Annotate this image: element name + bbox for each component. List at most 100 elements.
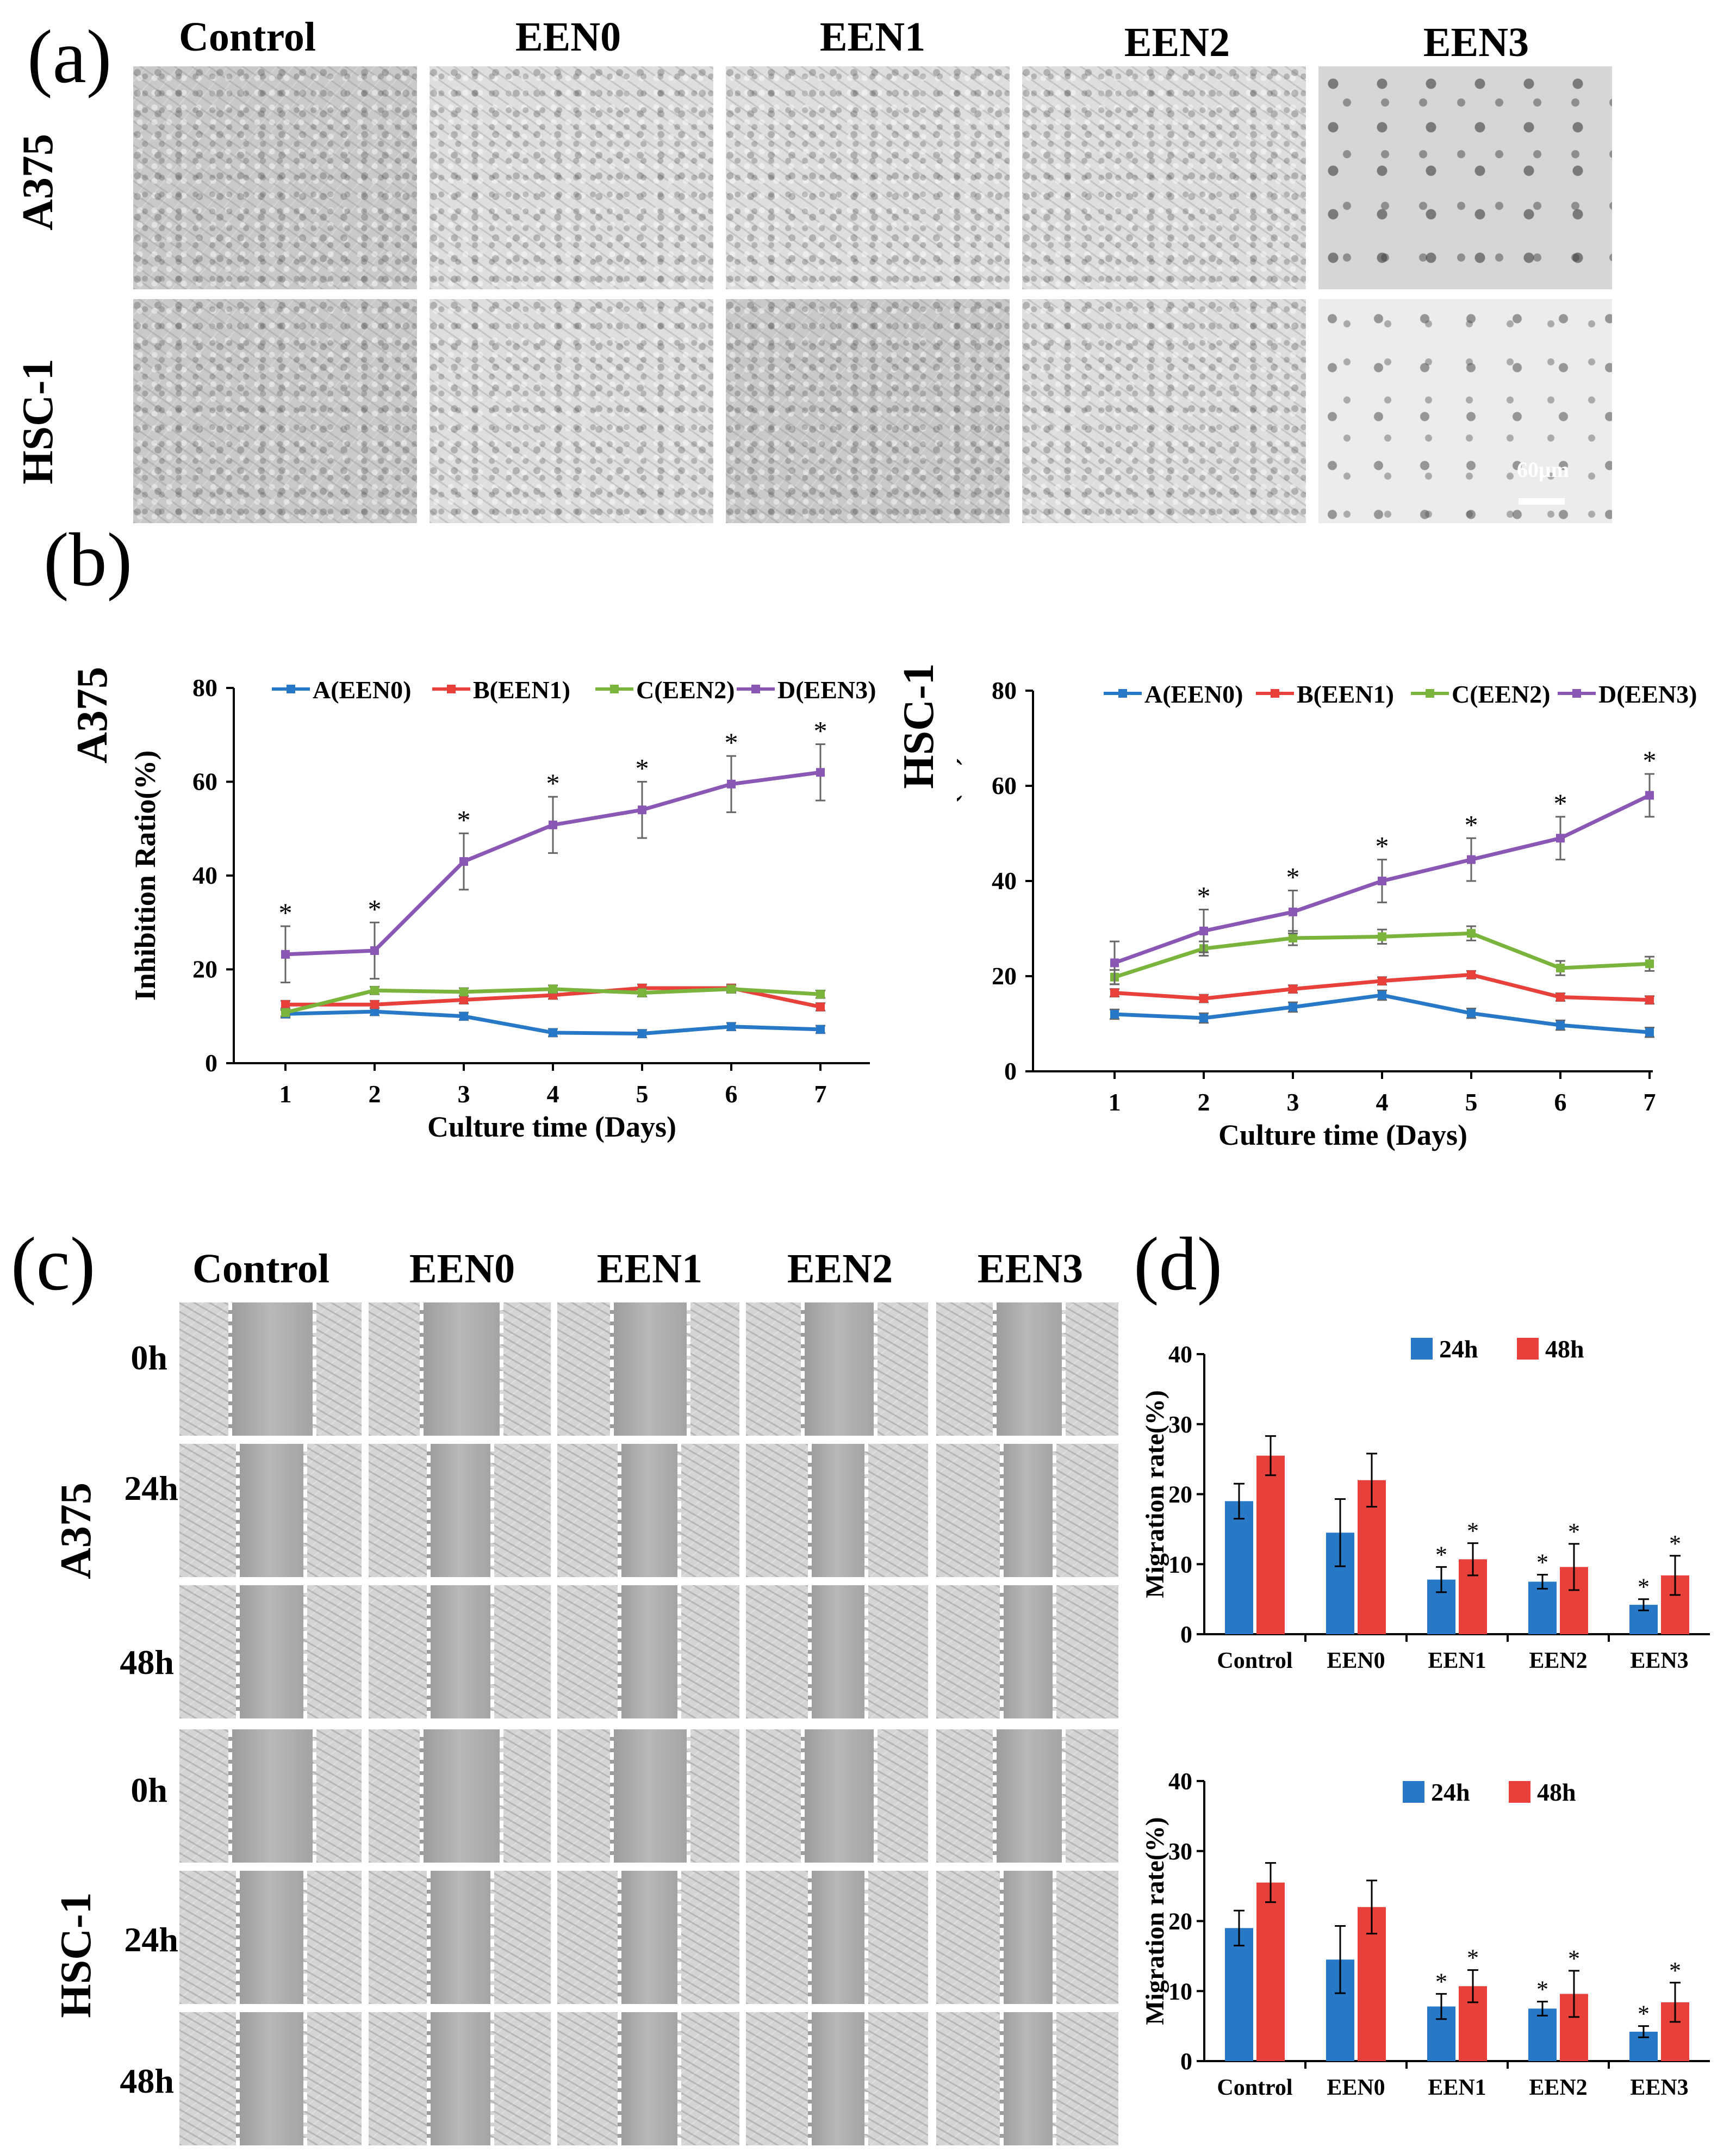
y-tick-label: 0 [205,1049,217,1077]
x-tick-label: 4 [547,1080,559,1108]
data-point [1289,984,1297,994]
scratch-boundary-line [800,1729,805,1863]
y-tick-label: 40 [1168,1341,1192,1368]
scratch-gap [1000,1444,1053,1577]
scratch-image-a375-0h-een0 [369,1302,551,1436]
c-group-label-hsc1: HSC-1 [52,1892,100,2018]
x-tick-label: EEN2 [1529,2075,1587,2100]
scratch-gap [235,2012,303,2145]
scratch-image-hsc1-24h-control [179,1871,362,2004]
data-point [459,995,468,1004]
y-tick-label: 20 [992,962,1017,990]
scratch-boundary-line [686,1302,690,1436]
x-tick-label: 7 [814,1080,827,1108]
significance-star: * [457,804,471,835]
scratch-boundary-line [500,1729,504,1863]
scratch-image-hsc1-48h-control [179,2012,362,2145]
scratch-image-hsc1-0h-een1 [557,1729,739,1863]
scratch-boundary-line [873,1302,878,1436]
col-title-een1: EEN1 [819,14,926,60]
micrograph-hsc1-een1 [726,299,1010,523]
scratch-boundary-line [490,1444,495,1577]
data-point [1467,929,1476,938]
scratch-image-a375-48h-een0 [369,1585,551,1718]
scratch-boundary-line [800,1302,805,1436]
scale-bar [1519,498,1565,505]
legend-label: A(EEN0) [313,676,411,704]
scratch-boundary-line [235,2012,240,2145]
x-tick-label: 1 [1109,1088,1121,1116]
significance-star: * [546,768,560,798]
scratch-gap [610,1302,687,1436]
time-label-hsc1-24h: 24h [124,1920,178,1959]
legend-marker [610,685,619,693]
scratch-gap [807,1444,864,1577]
significance-star: * [368,894,382,924]
scratch-image-a375-24h-een3 [936,1444,1118,1577]
scale-bar-label: 60μm [1517,457,1569,482]
scratch-gap [427,1871,491,2004]
scratch-gap [610,1729,687,1863]
x-tick-label: 5 [636,1080,649,1108]
y-tick-label: 10 [1168,1978,1192,2005]
data-point [816,768,825,777]
legend-marker [1118,689,1127,698]
scratch-boundary-line [992,1729,997,1863]
x-tick-label: EEN0 [1327,1648,1385,1673]
scratch-image-hsc1-24h-een1 [557,1871,739,2004]
scratch-boundary-line [419,1729,424,1863]
legend-marker [447,685,456,693]
data-point [1467,970,1476,979]
scratch-boundary-line [303,1871,307,2004]
x-tick-label: 7 [1644,1088,1656,1116]
scratch-boundary-line [427,1585,431,1718]
scratch-boundary-line [617,1444,621,1577]
x-tick-label: 3 [1287,1088,1299,1116]
data-point [1645,1028,1654,1037]
x-axis-title: Culture time (Days) [427,1110,676,1143]
c-col-title-een2: EEN2 [787,1246,893,1292]
panel-label-c: (c) [11,1222,96,1306]
bar-24h [1528,2008,1557,2061]
scratch-gap [228,1729,313,1863]
significance-star: * [1467,1518,1479,1544]
scratch-gap [807,2012,864,2145]
data-point [1556,992,1565,1002]
x-tick-label: EEN3 [1630,1648,1688,1673]
data-point [459,1012,468,1021]
significance-star: * [1435,1968,1447,1995]
data-point [816,1025,825,1034]
data-point [1199,994,1208,1003]
data-point [1645,959,1654,969]
legend-label: B(EEN1) [1297,680,1394,708]
data-point [459,857,468,866]
bar-24h [1225,1501,1253,1634]
scratch-image-a375-24h-een1 [557,1444,739,1577]
scratch-image-a375-0h-control [179,1302,362,1436]
c-col-title-een3: EEN3 [977,1246,1084,1292]
scratch-boundary-line [1000,1585,1004,1718]
col-title-control: Control [179,14,316,60]
x-tick-label: 4 [1376,1088,1389,1116]
data-point [1556,1021,1565,1030]
scratch-gap [617,1871,678,2004]
scratch-gap [235,1585,303,1718]
scratch-boundary-line [617,1585,621,1718]
significance-star: * [1669,1957,1681,1984]
data-point [1556,964,1565,973]
col-title-een0: EEN0 [515,14,621,60]
significance-star: * [1467,1945,1479,1971]
scratch-gap [800,1302,874,1436]
data-point [638,988,646,997]
scratch-boundary-line [500,1302,504,1436]
scratch-boundary-line [303,1585,307,1718]
y-tick-label: 40 [992,867,1017,895]
data-point [1645,995,1654,1004]
bar-24h [1528,1581,1557,1634]
scratch-gap [228,1302,313,1436]
y-tick-label: 0 [1180,1621,1192,1648]
scratch-gap [419,1302,500,1436]
y-tick-label: 20 [1168,1908,1192,1935]
data-point [1110,988,1119,997]
significance-star: * [1536,1549,1548,1576]
